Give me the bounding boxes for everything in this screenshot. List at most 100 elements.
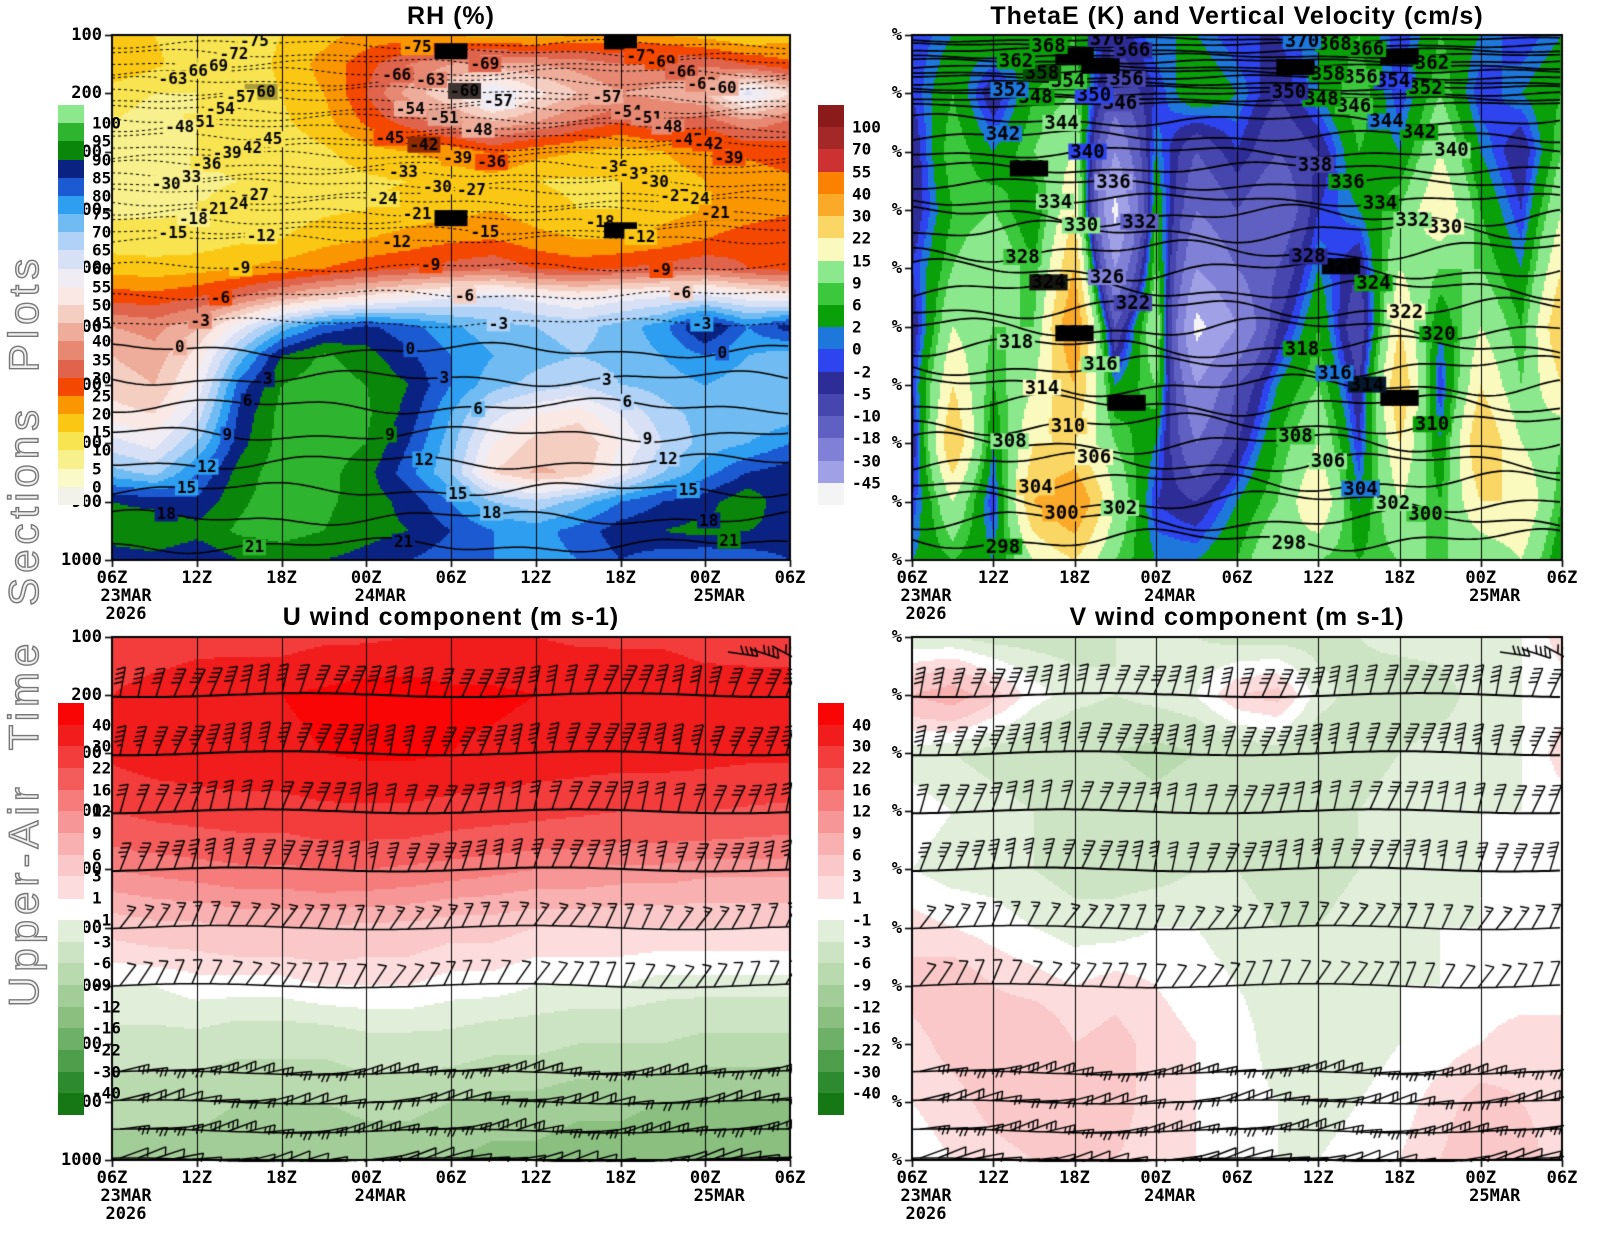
- rh-x-tick-label: 00Z: [689, 568, 721, 588]
- u-colorbar-label: 12: [92, 801, 112, 821]
- v-x-tick-label: 00Z: [1140, 1168, 1172, 1188]
- rh-x-tick-label: 06Z: [96, 568, 128, 588]
- v-colorbar-block: [818, 1006, 844, 1029]
- thetae-colorbar-block: [818, 416, 844, 439]
- rh-colorbar-block: [58, 359, 84, 379]
- thetae-colorbar-label: 0: [852, 339, 862, 359]
- thetae-x-date-label: 2026: [905, 604, 947, 624]
- thetae-colorbar-block: [818, 238, 844, 262]
- thetae-x-tick-label: 18Z: [1059, 568, 1090, 588]
- rh-colorbar-block: [58, 377, 84, 397]
- thetae-x-tick-label: 18Z: [1384, 568, 1415, 588]
- rh-colorbar-label: 80: [92, 186, 112, 206]
- rh-x-tick-label: 12Z: [181, 568, 213, 588]
- u-colorbar-label: 22: [92, 758, 112, 778]
- u-colorbar-label: 6: [92, 845, 102, 865]
- rh-x-tick-label: 06Z: [435, 568, 467, 588]
- v-y-tick-label: %: [891, 801, 902, 822]
- rh-colorbar-block: [58, 123, 84, 142]
- v-colorbar-block: [818, 1049, 844, 1073]
- v-x-date-label: 2026: [905, 1204, 947, 1224]
- u-colorbar-block: [58, 724, 84, 747]
- rh-colorbar-block: [58, 323, 84, 342]
- thetae-y-tick-label: %: [891, 258, 902, 279]
- thetae-y-tick-label: %: [891, 83, 902, 104]
- u-colorbar-block: [58, 1006, 84, 1029]
- thetae-y-tick-label: %: [891, 491, 902, 512]
- v-colorbar-label: 12: [852, 801, 872, 821]
- v-colorbar-block: [818, 876, 844, 899]
- rh-colorbar-block: [58, 214, 84, 233]
- rh-colorbar-label: 100: [92, 113, 121, 133]
- thetae-colorbar-block: [818, 349, 844, 373]
- thetae-y-tick-label: %: [891, 25, 902, 45]
- u-y-tick-label: 1000: [61, 1150, 102, 1170]
- u-colorbar-label: -16: [92, 1018, 121, 1038]
- rh-colorbar-label: 55: [92, 277, 112, 297]
- v-colorbar-label: 40: [852, 715, 872, 735]
- v-x-tick-label: 12Z: [1302, 1168, 1334, 1188]
- rh-colorbar-block: [58, 250, 84, 270]
- thetae-colorbar-label: 9: [852, 273, 862, 293]
- v-colorbar-block: [818, 854, 844, 877]
- u-colorbar-label: -22: [92, 1040, 121, 1060]
- rh-colorbar-label: 85: [92, 168, 112, 188]
- rh-colorbar-label: 25: [92, 386, 112, 406]
- v-x-tick-label: 06Z: [1546, 1168, 1578, 1188]
- v-colorbar-block: [818, 941, 844, 964]
- rh-x-date-label: 24MAR: [354, 586, 406, 606]
- rh-colorbar-label: 20: [92, 404, 112, 424]
- u-colorbar-label: -6: [92, 953, 112, 973]
- u-colorbar-block: [58, 811, 84, 834]
- thetae-colorbar-label: 22: [852, 228, 872, 248]
- u-colorbar-block: [58, 833, 84, 856]
- v-colorbar-label: 3: [852, 866, 862, 886]
- thetae-colorbar-block: [818, 171, 844, 195]
- u-x-tick-label: 12Z: [181, 1168, 213, 1188]
- v-colorbar-label: 16: [852, 780, 872, 800]
- v-x-date-label: 23MAR: [900, 1186, 952, 1206]
- v-colorbar-block: [818, 789, 844, 812]
- thetae-colorbar-block: [818, 105, 844, 128]
- u-x-date-label: 24MAR: [354, 1186, 406, 1206]
- v-y-tick-label: %: [891, 917, 902, 938]
- thetae-colorbar-label: 6: [852, 295, 862, 315]
- thetae-colorbar-block: [818, 149, 844, 173]
- thetae-colorbar-label: 40: [852, 184, 872, 204]
- u-colorbar-label: -12: [92, 997, 121, 1017]
- thetae-colorbar-label: -30: [852, 451, 881, 471]
- rh-colorbar-label: 30: [92, 368, 112, 388]
- rh-colorbar-label: 70: [92, 222, 112, 242]
- u-colorbar-block: [58, 854, 84, 877]
- u-colorbar-block: [58, 1093, 84, 1116]
- u-colorbar-label: -1: [92, 910, 112, 930]
- v-x-tick-label: 18Z: [1384, 1168, 1415, 1188]
- u-x-tick-label: 00Z: [689, 1168, 721, 1188]
- rh-colorbar-label: 90: [92, 150, 112, 170]
- v-colorbar-label: -30: [852, 1062, 881, 1082]
- v-colorbar-block: [818, 963, 844, 986]
- thetae-x-tick-label: 12Z: [977, 568, 1009, 588]
- u-wind-plot-canvas: [98, 632, 796, 1174]
- thetae-colorbar-block: [818, 327, 844, 350]
- u-colorbar-label: 16: [92, 780, 112, 800]
- v-x-tick-label: 06Z: [1221, 1168, 1253, 1188]
- thetae-colorbar-block: [818, 438, 844, 462]
- rh-colorbar-block: [58, 159, 84, 179]
- v-colorbar-label: -22: [852, 1040, 881, 1060]
- thetae-y-tick-label: %: [891, 375, 902, 395]
- rh-colorbar-label: 15: [92, 422, 112, 442]
- u-colorbar-block: [58, 963, 84, 986]
- thetae-x-tick-label: 06Z: [1221, 568, 1253, 588]
- thetae-colorbar-label: 15: [852, 251, 872, 271]
- thetae-colorbar-label: 100: [852, 117, 881, 137]
- thetae-panel-title: ThetaE (K) and Vertical Velocity (cm/s): [990, 2, 1484, 30]
- u-colorbar-block: [58, 1028, 84, 1051]
- u-colorbar-label: -40: [92, 1083, 121, 1103]
- u-x-tick-label: 12Z: [520, 1168, 552, 1188]
- thetae-colorbar-label: -45: [852, 473, 881, 493]
- u-colorbar-block: [58, 941, 84, 964]
- thetae-colorbar-block: [818, 260, 844, 284]
- rh-panel-title: RH (%): [407, 2, 495, 30]
- rh-x-tick-label: 18Z: [605, 568, 636, 588]
